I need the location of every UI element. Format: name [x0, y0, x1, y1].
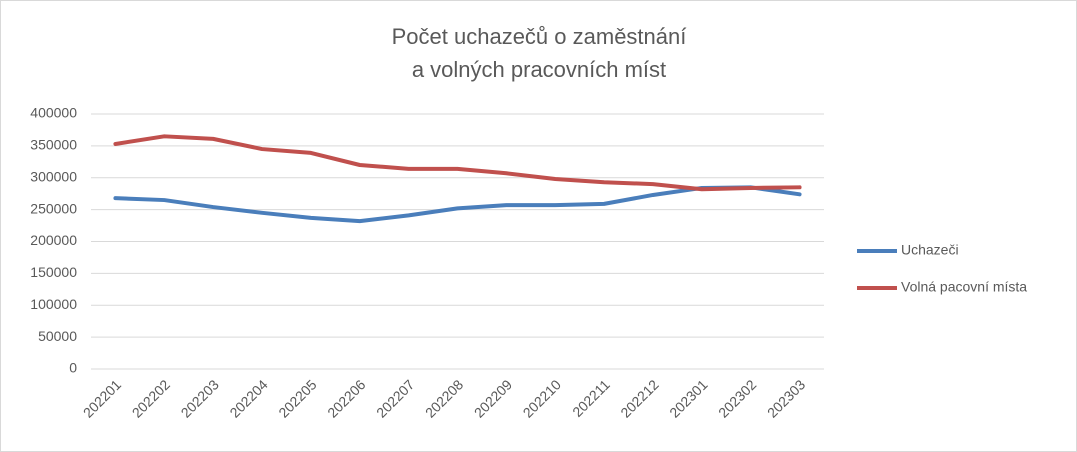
chart-title: Počet uchazečů o zaměstnání — [392, 24, 687, 49]
y-tick-label: 350000 — [30, 137, 77, 153]
chart-title: a volných pracovních míst — [412, 57, 666, 82]
y-tick-label: 150000 — [30, 264, 77, 280]
y-tick-label: 0 — [69, 360, 77, 376]
legend-label: Volná pacovní místa — [901, 279, 1027, 295]
y-tick-label: 200000 — [30, 232, 77, 248]
y-tick-label: 300000 — [30, 168, 77, 184]
series-line — [113, 185, 802, 224]
y-tick-label: 100000 — [30, 296, 77, 312]
y-tick-label: 250000 — [30, 200, 77, 216]
legend-label: Uchazeči — [901, 242, 959, 258]
series-line — [113, 134, 802, 192]
y-tick-label: 50000 — [38, 328, 77, 344]
y-tick-label: 400000 — [30, 105, 77, 121]
